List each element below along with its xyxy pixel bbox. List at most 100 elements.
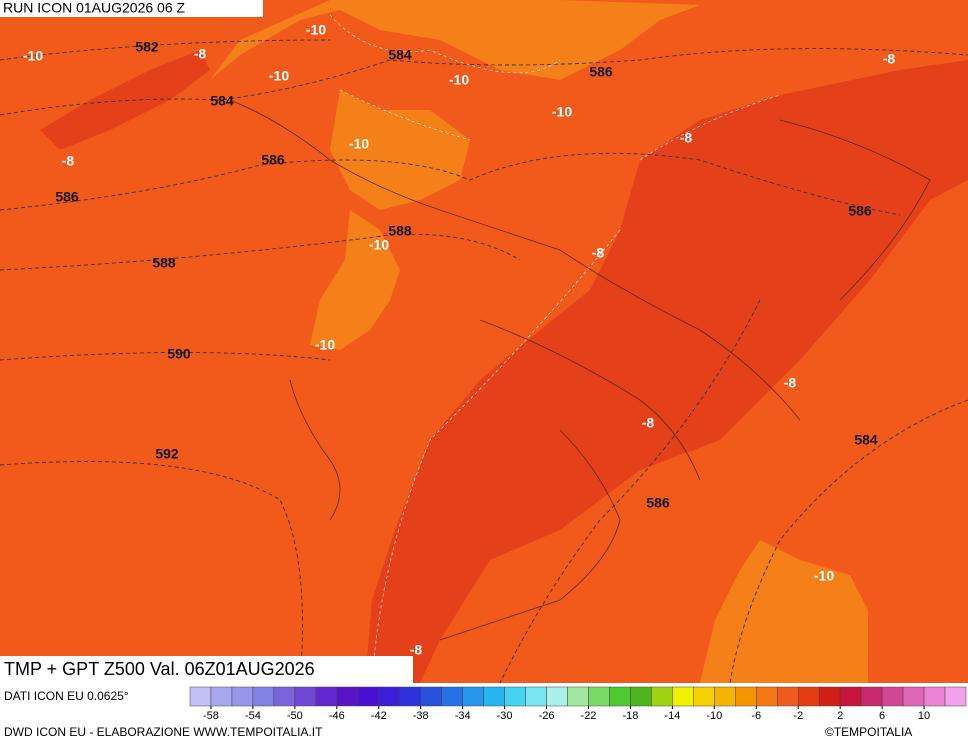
map-label: 584 bbox=[210, 93, 234, 109]
map-title: TMP + GPT Z500 Val. 06Z01AUG2026 bbox=[4, 659, 315, 679]
colorbar-swatch bbox=[714, 686, 736, 707]
run-label: RUN ICON 01AUG2026 06 Z bbox=[3, 0, 186, 16]
colorbar-tick-label: -46 bbox=[329, 710, 345, 722]
contour-line bbox=[0, 233, 521, 271]
map-label: -10 bbox=[449, 72, 469, 88]
map-label: -10 bbox=[23, 48, 43, 64]
credit-label: DWD ICON EU - ELABORAZIONE WWW.TEMPOITAL… bbox=[4, 725, 323, 739]
map-label: -8 bbox=[62, 153, 75, 169]
cool-region bbox=[330, 90, 470, 210]
colorbar-swatch bbox=[944, 686, 967, 707]
colorbar-swatch bbox=[567, 686, 589, 707]
colorbar-swatch bbox=[483, 686, 505, 707]
colorbar-tick-label: -30 bbox=[497, 710, 513, 722]
colorbar-swatch bbox=[336, 686, 359, 707]
map-label: -10 bbox=[269, 68, 289, 84]
map-label: 584 bbox=[388, 47, 412, 63]
colorbar-swatch bbox=[839, 686, 862, 707]
colorbar-swatch bbox=[210, 686, 233, 707]
colorbar-tick-label: -50 bbox=[287, 710, 303, 722]
colorbar-tick-label: -10 bbox=[706, 710, 722, 722]
colorbar-tick-label: -18 bbox=[622, 710, 638, 722]
source-label: DATI ICON EU 0.0625° bbox=[4, 689, 129, 703]
colorbar-swatch bbox=[315, 686, 338, 707]
warm-region bbox=[40, 50, 210, 150]
map-label: -10 bbox=[306, 22, 326, 38]
colorbar-tick-label: -6 bbox=[751, 710, 761, 722]
colorbar-tick-label: 6 bbox=[879, 710, 885, 722]
colorbar-swatch bbox=[231, 686, 254, 707]
cool-region bbox=[210, 0, 700, 80]
colorbar-swatch bbox=[546, 686, 568, 707]
map-label: 586 bbox=[261, 152, 285, 168]
colorbar-swatch bbox=[797, 686, 820, 707]
colorbar-swatch bbox=[756, 686, 778, 707]
map-label: -8 bbox=[642, 415, 655, 431]
map-label: 586 bbox=[646, 495, 670, 511]
map-label: -8 bbox=[194, 46, 207, 62]
colorbar-swatch bbox=[504, 686, 526, 707]
map-label: 588 bbox=[388, 223, 412, 239]
colorbar-swatch bbox=[294, 686, 317, 707]
map-label: -8 bbox=[883, 51, 896, 67]
map-label: -10 bbox=[369, 237, 389, 253]
colorbar-swatch bbox=[378, 686, 400, 707]
colorbar-swatch bbox=[818, 686, 841, 707]
colorbar-swatch bbox=[881, 686, 904, 707]
map-label: 586 bbox=[55, 189, 79, 205]
title-box bbox=[0, 656, 413, 683]
colorbar-tick-label: -26 bbox=[539, 710, 555, 722]
map-label: 582 bbox=[135, 39, 159, 55]
colorbar-swatch bbox=[860, 686, 883, 707]
copyright-label: ©TEMPOITALIA bbox=[825, 725, 912, 739]
colorbar-tick-label: -34 bbox=[455, 710, 471, 722]
colorbar-swatch bbox=[693, 686, 715, 707]
colorbar-tick-label: -42 bbox=[371, 710, 387, 722]
contour-line bbox=[0, 461, 303, 684]
colorbar-swatch bbox=[588, 686, 610, 707]
contour-line bbox=[0, 352, 331, 361]
colorbar-swatch bbox=[630, 686, 652, 707]
contour-line bbox=[0, 48, 968, 116]
colorbar-swatch bbox=[923, 686, 946, 707]
cool-region bbox=[700, 540, 868, 683]
colorbar-swatch bbox=[399, 686, 421, 707]
colorbar-swatch bbox=[252, 686, 275, 707]
isotherm bbox=[371, 94, 781, 684]
colorbar-tick-label: -54 bbox=[245, 710, 261, 722]
cool-region bbox=[310, 210, 400, 350]
colorbar-swatch bbox=[672, 686, 694, 707]
contour-line bbox=[0, 152, 901, 216]
colorbar-swatch bbox=[462, 686, 484, 707]
colorbar-swatch bbox=[273, 686, 296, 707]
contour-line bbox=[499, 299, 761, 684]
coastline bbox=[229, 99, 931, 641]
map-label: 592 bbox=[155, 446, 179, 462]
colorbar-swatch bbox=[357, 686, 380, 707]
map-label: 584 bbox=[854, 432, 878, 448]
colorbar: -58 -54 -50 -46 -42 -38 -34 -30 -26 -22 -18 -14 -10-… bbox=[189, 686, 967, 722]
colorbar-swatch bbox=[609, 686, 631, 707]
header-box bbox=[0, 0, 263, 17]
warm-region bbox=[365, 60, 968, 683]
colorbar-tick-label: -14 bbox=[664, 710, 680, 722]
colorbar-tick-label: -38 bbox=[413, 710, 429, 722]
colorbar-tick-label: 10 bbox=[918, 710, 930, 722]
map-label: -10 bbox=[349, 136, 369, 152]
map-label: -10 bbox=[814, 568, 834, 584]
colorbar-swatch bbox=[735, 686, 757, 707]
map-label: 586 bbox=[589, 64, 613, 80]
colorbar-tick-label: -22 bbox=[581, 710, 597, 722]
colorbar-tick-label: 2 bbox=[837, 710, 843, 722]
map-label: 588 bbox=[152, 255, 176, 271]
colorbar-swatch bbox=[776, 686, 799, 707]
isotherm bbox=[329, 14, 561, 141]
map-label: -10 bbox=[552, 104, 572, 120]
colorbar-swatch bbox=[525, 686, 547, 707]
colorbar-swatch bbox=[651, 686, 673, 707]
colorbar-swatch bbox=[189, 686, 212, 707]
colorbar-tick-label: -2 bbox=[793, 710, 803, 722]
map-label: -8 bbox=[410, 642, 423, 658]
